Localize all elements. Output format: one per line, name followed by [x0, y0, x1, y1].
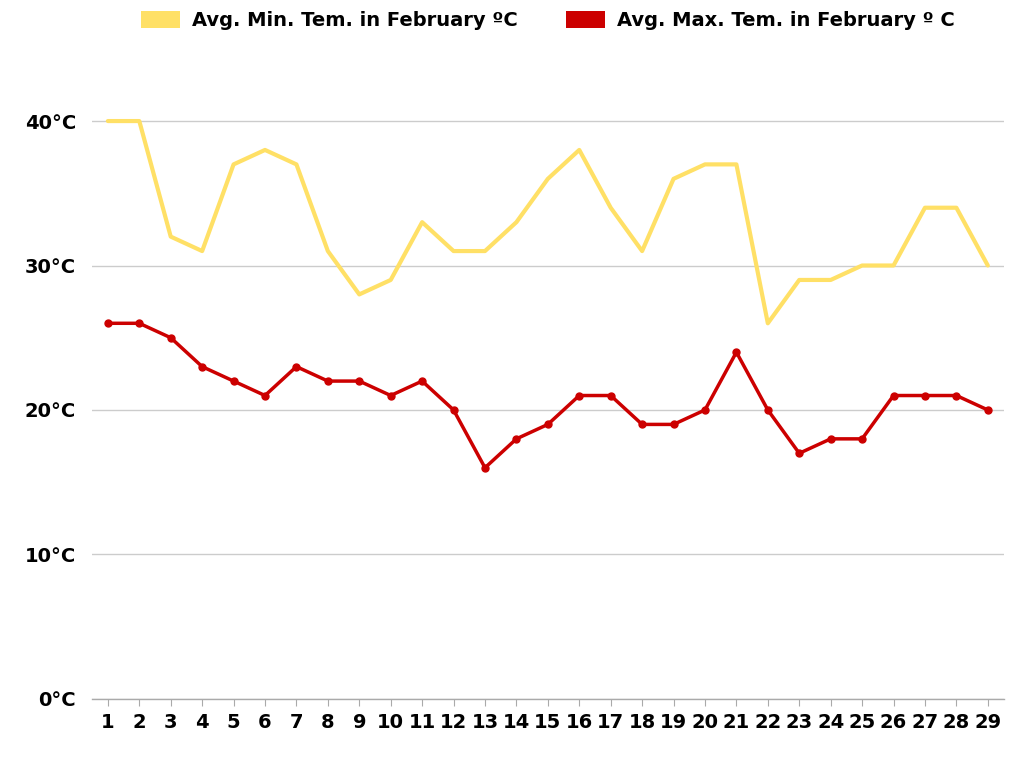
Legend: Avg. Min. Tem. in February ºC, Avg. Max. Tem. in February º C: Avg. Min. Tem. in February ºC, Avg. Max.… [141, 11, 954, 30]
